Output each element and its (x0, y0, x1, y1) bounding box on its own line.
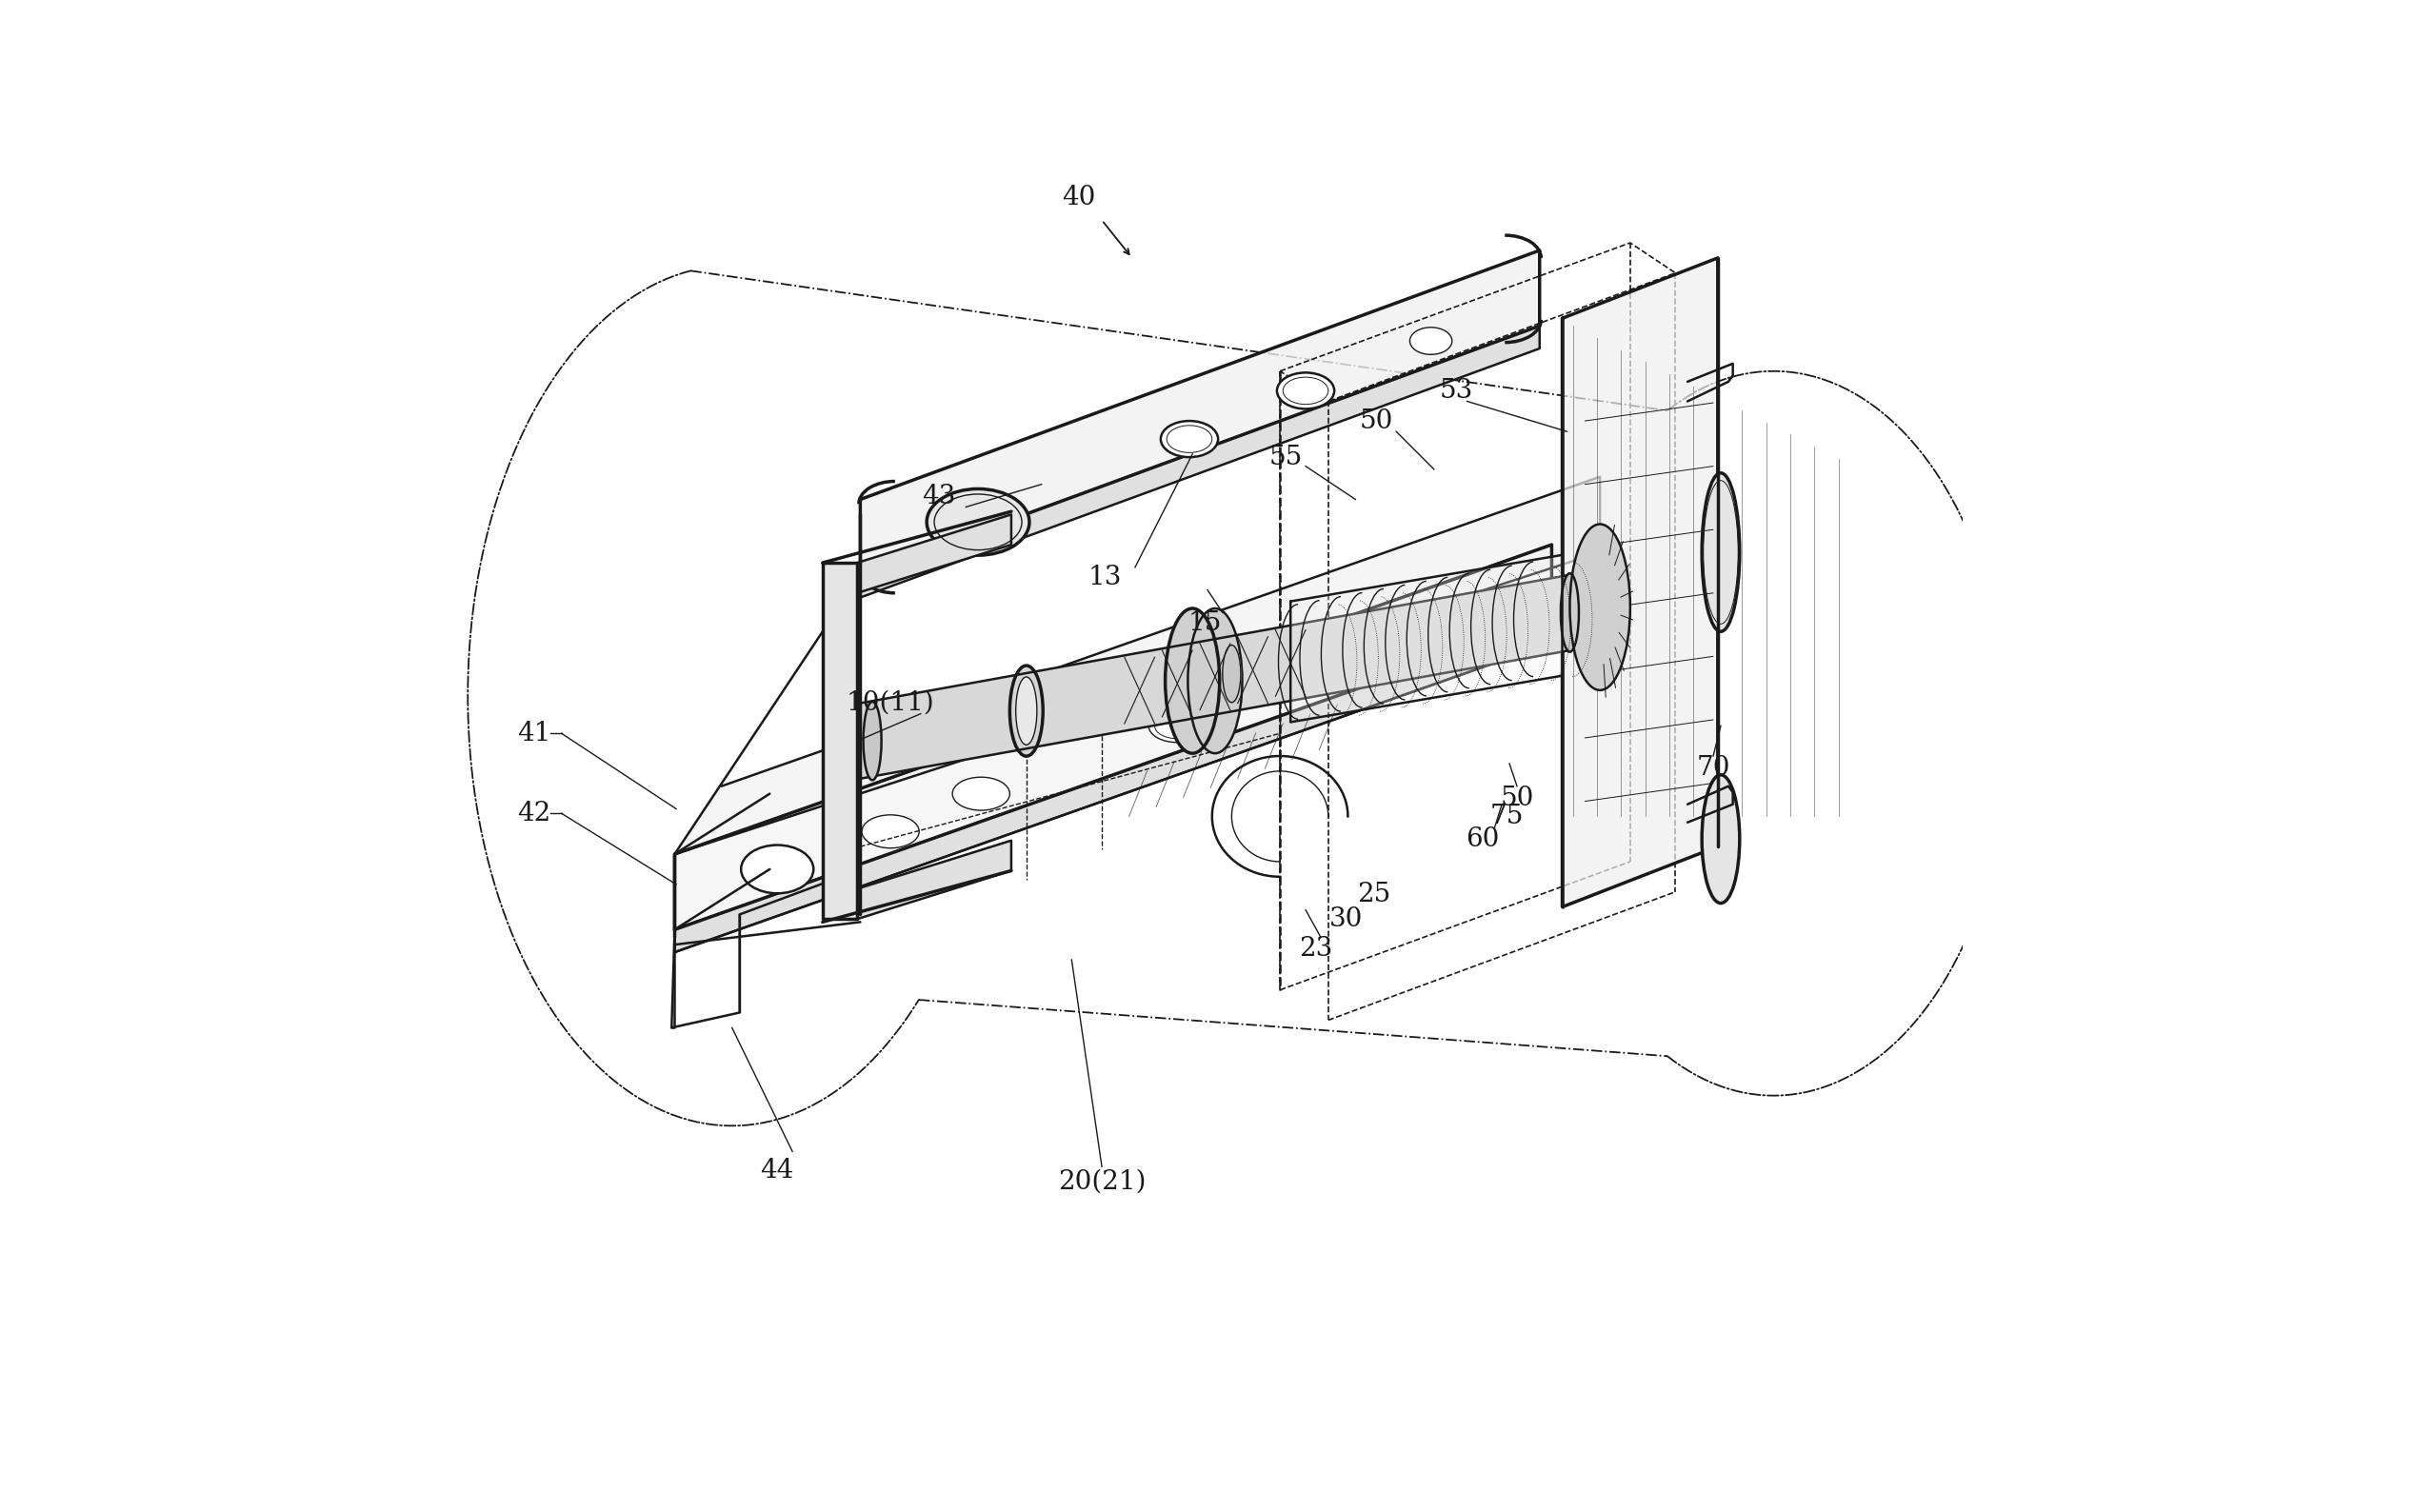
Text: 50: 50 (1500, 785, 1534, 810)
Polygon shape (857, 841, 1012, 919)
Text: 10(11): 10(11) (845, 691, 935, 717)
Polygon shape (857, 514, 1012, 593)
Polygon shape (674, 544, 1553, 930)
Polygon shape (674, 476, 1601, 854)
Ellipse shape (1410, 327, 1451, 354)
Text: 23: 23 (1299, 936, 1333, 962)
Text: 40: 40 (1063, 184, 1096, 210)
Polygon shape (1563, 259, 1717, 907)
Ellipse shape (1188, 608, 1241, 753)
Ellipse shape (1239, 671, 1297, 705)
Ellipse shape (862, 815, 920, 848)
Text: 44: 44 (761, 1158, 795, 1184)
Text: 50: 50 (1360, 408, 1393, 434)
Text: 41: 41 (517, 721, 551, 747)
Polygon shape (824, 562, 857, 919)
Text: 70: 70 (1695, 754, 1729, 780)
Text: 53: 53 (1439, 378, 1473, 404)
Text: 75: 75 (1490, 803, 1524, 829)
Ellipse shape (1570, 525, 1630, 689)
Polygon shape (674, 620, 1553, 953)
Ellipse shape (1162, 420, 1217, 457)
Polygon shape (860, 251, 1541, 575)
Text: 60: 60 (1466, 826, 1500, 851)
Ellipse shape (1017, 677, 1036, 745)
Ellipse shape (1331, 634, 1386, 667)
Ellipse shape (1560, 573, 1579, 652)
Ellipse shape (1150, 709, 1205, 742)
Text: 30: 30 (1331, 906, 1362, 931)
Text: 55: 55 (1270, 445, 1302, 470)
Text: 20(21): 20(21) (1058, 1169, 1145, 1194)
Polygon shape (860, 575, 1570, 779)
Ellipse shape (1009, 665, 1043, 756)
Text: 15: 15 (1188, 611, 1222, 637)
Polygon shape (860, 325, 1541, 597)
Text: 43: 43 (923, 484, 956, 510)
Ellipse shape (1278, 372, 1335, 408)
Ellipse shape (862, 702, 881, 780)
Ellipse shape (952, 777, 1009, 810)
Polygon shape (1290, 555, 1563, 723)
Ellipse shape (1222, 646, 1241, 703)
Text: 42: 42 (517, 800, 551, 826)
Text: 25: 25 (1357, 881, 1391, 907)
Ellipse shape (1703, 473, 1739, 632)
Ellipse shape (1703, 774, 1739, 903)
Ellipse shape (1164, 608, 1220, 753)
Ellipse shape (927, 488, 1029, 555)
Ellipse shape (741, 845, 814, 894)
Text: 13: 13 (1089, 565, 1121, 591)
